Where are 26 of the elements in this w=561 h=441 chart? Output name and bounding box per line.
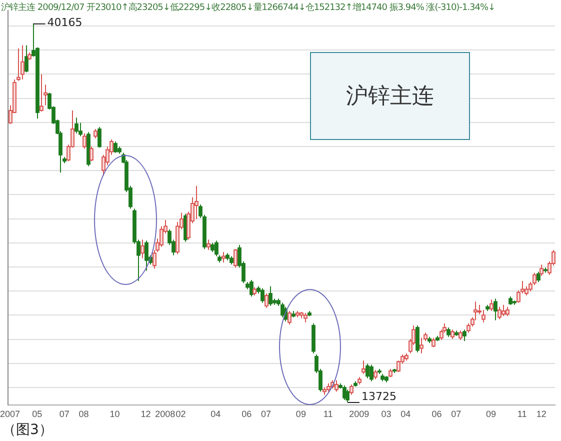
x-tick-label: 11: [323, 409, 333, 420]
x-tick-label: 05: [32, 409, 42, 420]
text: （图3）: [2, 421, 53, 439]
x-tick-label: 11: [517, 409, 527, 420]
x-tick-label: 2009: [349, 409, 370, 420]
x-tick-label: 12: [536, 409, 546, 420]
x-tick-label: 03: [381, 409, 392, 420]
x-tick-label: 07: [261, 409, 272, 420]
x-tick-label: 2007: [0, 409, 20, 420]
x-tick-label: 06: [432, 409, 442, 420]
x-tick-label: 04: [210, 409, 221, 420]
annotation: 13725: [361, 390, 396, 403]
x-tick-label: 07: [59, 409, 70, 420]
x-tick-label: 09: [486, 409, 496, 420]
label-box: 沪锌主连: [310, 52, 470, 140]
x-tick-label: 06: [242, 409, 252, 420]
x-tick-label: 07: [451, 409, 462, 420]
x-tick-label: 2008: [155, 409, 176, 420]
x-tick-label: 02: [176, 409, 186, 420]
x-tick-label: 08: [78, 409, 89, 420]
x-tick-label: 09: [296, 409, 306, 420]
annotation: 40165: [47, 16, 82, 30]
x-tick-label: 12: [140, 409, 151, 420]
x-tick-label: 04: [400, 409, 411, 420]
chart-title: 沪锌主连 2009/12/07 开23010↑高23205↓低22295↓收22805↓量1266744↓仓152132↑增14740 振3.94% 涨(-310)-1.34%↓: [1, 2, 496, 14]
x-tick-label: 10: [110, 409, 120, 420]
